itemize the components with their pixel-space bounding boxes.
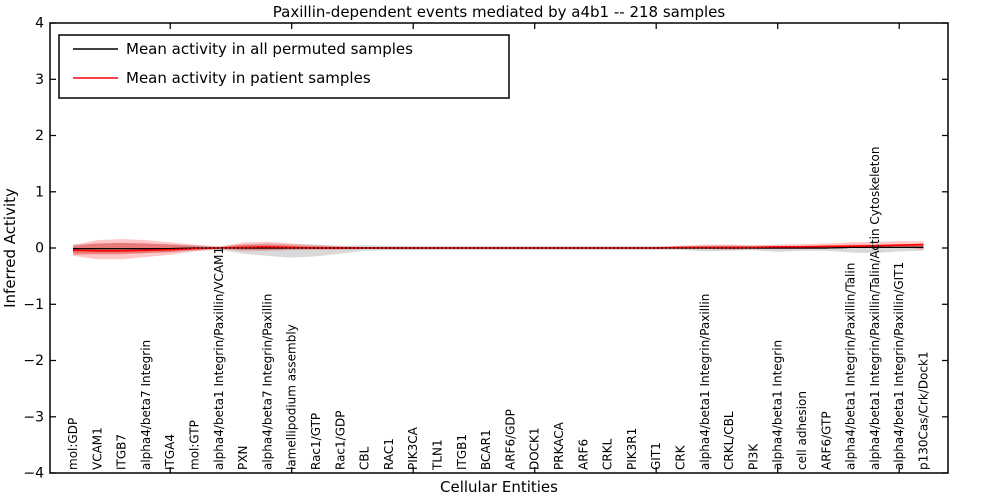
x-category-label: cell adhesion <box>795 391 809 470</box>
x-category-label: PRKACA <box>552 421 566 470</box>
x-category-label: Rac1/GTP <box>309 413 323 470</box>
x-category-label: alpha4/beta1 Integrin/Paxillin <box>698 294 712 470</box>
permuted-mean-dotted-overlay <box>73 246 924 250</box>
y-tick-label: −2 <box>23 353 44 369</box>
chart-title: Paxillin-dependent events mediated by a4… <box>273 3 726 21</box>
patient-inner-band <box>73 242 924 255</box>
y-tick-label: 3 <box>35 72 44 88</box>
x-category-label: GIT1 <box>649 442 663 470</box>
patient-std-band <box>73 239 924 260</box>
x-category-label: alpha4/beta1 Integrin/Paxillin/VCAM1 <box>212 247 226 470</box>
x-category-label: CRK <box>674 444 688 470</box>
y-axis-label: Inferred Activity <box>1 188 19 308</box>
x-category-label: PIK3CA <box>406 426 420 470</box>
x-category-label: alpha4/beta1 Integrin/Paxillin/Talin <box>844 263 858 470</box>
x-category-label: alpha4/beta1 Integrin/Paxillin/GIT1 <box>892 262 906 470</box>
legend-label-permuted: Mean activity in all permuted samples <box>126 40 413 58</box>
x-category-label: CRKL/CBL <box>722 411 736 470</box>
x-category-label: alpha4/beta7 Integrin <box>139 340 153 470</box>
x-category-label: alpha4/beta1 Integrin <box>771 340 785 470</box>
x-category-label: lamellipodium assembly <box>285 324 299 470</box>
x-axis-label: Cellular Entities <box>440 478 558 496</box>
series-lines <box>72 243 924 252</box>
x-category-label: Rac1/GDP <box>333 411 347 470</box>
y-tick-label: 4 <box>35 16 44 32</box>
x-category-label: alpha4/beta1 Integrin/Paxillin/Talin/Act… <box>868 147 882 470</box>
y-tick-label: −3 <box>23 409 44 425</box>
legend-box <box>58 34 510 99</box>
x-category-label: BCAR1 <box>479 429 493 470</box>
x-category-label: TLN1 <box>431 439 445 471</box>
x-category-label: ARF6/GDP <box>503 409 517 470</box>
x-category-label: ITGB1 <box>455 434 469 470</box>
x-category-label: PI3K <box>746 443 760 470</box>
x-category-label: ITGA4 <box>163 434 177 470</box>
y-tick-label: 2 <box>35 128 44 144</box>
x-category-label: ARF6/GTP <box>819 411 833 470</box>
y-tick-labels: −4 −3 −2 −1 0 1 2 3 4 <box>23 16 44 482</box>
y-tick-label: 1 <box>35 184 44 200</box>
x-category-label: CRKL <box>601 438 615 470</box>
x-category-label: ARF6 <box>576 439 590 470</box>
x-category-label: DOCK1 <box>528 427 542 470</box>
x-category-labels: mol:GDP VCAM1 ITGB7 alpha4/beta7 Integrin IT… <box>66 147 931 471</box>
x-category-label: PIK3R1 <box>625 428 639 470</box>
axes-frame <box>49 22 949 474</box>
x-category-label: mol:GTP <box>188 420 202 470</box>
x-category-label: VCAM1 <box>90 427 104 470</box>
x-category-label: RAC1 <box>382 438 396 470</box>
x-category-label: alpha4/beta7 Integrin/Paxillin <box>260 294 274 470</box>
x-category-label: mol:GDP <box>66 418 80 470</box>
y-tick-label: −1 <box>23 297 44 313</box>
y-tick-label: 0 <box>35 241 44 257</box>
x-category-label: p130Cas/Crk/Dock1 <box>917 351 931 470</box>
y-tick-label: −4 <box>23 466 44 482</box>
x-category-label: ITGB7 <box>115 434 129 470</box>
x-category-label: PXN <box>236 446 250 470</box>
x-category-label: CBL <box>358 446 372 470</box>
legend-label-patient: Mean activity in patient samples <box>126 69 371 87</box>
legend: Mean activity in all permuted samples Me… <box>58 34 510 99</box>
